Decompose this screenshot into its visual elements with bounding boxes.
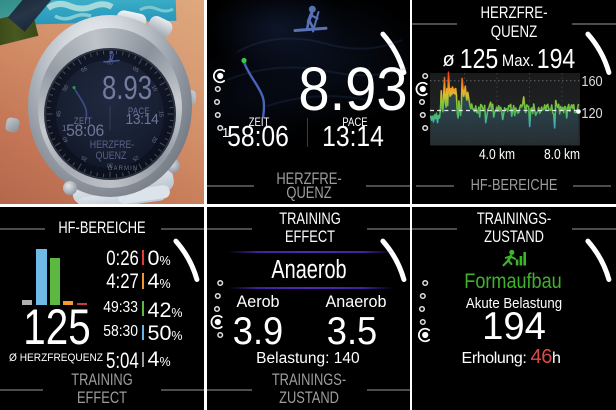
svg-text:45: 45 (56, 111, 62, 117)
svg-text:05: 05 (131, 66, 139, 74)
svg-text:15: 15 (158, 111, 164, 117)
svg-text:50: 50 (62, 84, 70, 92)
svg-text:35: 35 (80, 154, 88, 162)
svg-text:40: 40 (62, 135, 70, 143)
svg-text:60: 60 (107, 60, 113, 66)
svg-text:55: 55 (80, 66, 88, 74)
svg-text:20: 20 (150, 135, 158, 143)
svg-text:25: 25 (131, 154, 139, 162)
svg-text:10: 10 (150, 84, 158, 92)
svg-text:30: 30 (107, 162, 113, 168)
